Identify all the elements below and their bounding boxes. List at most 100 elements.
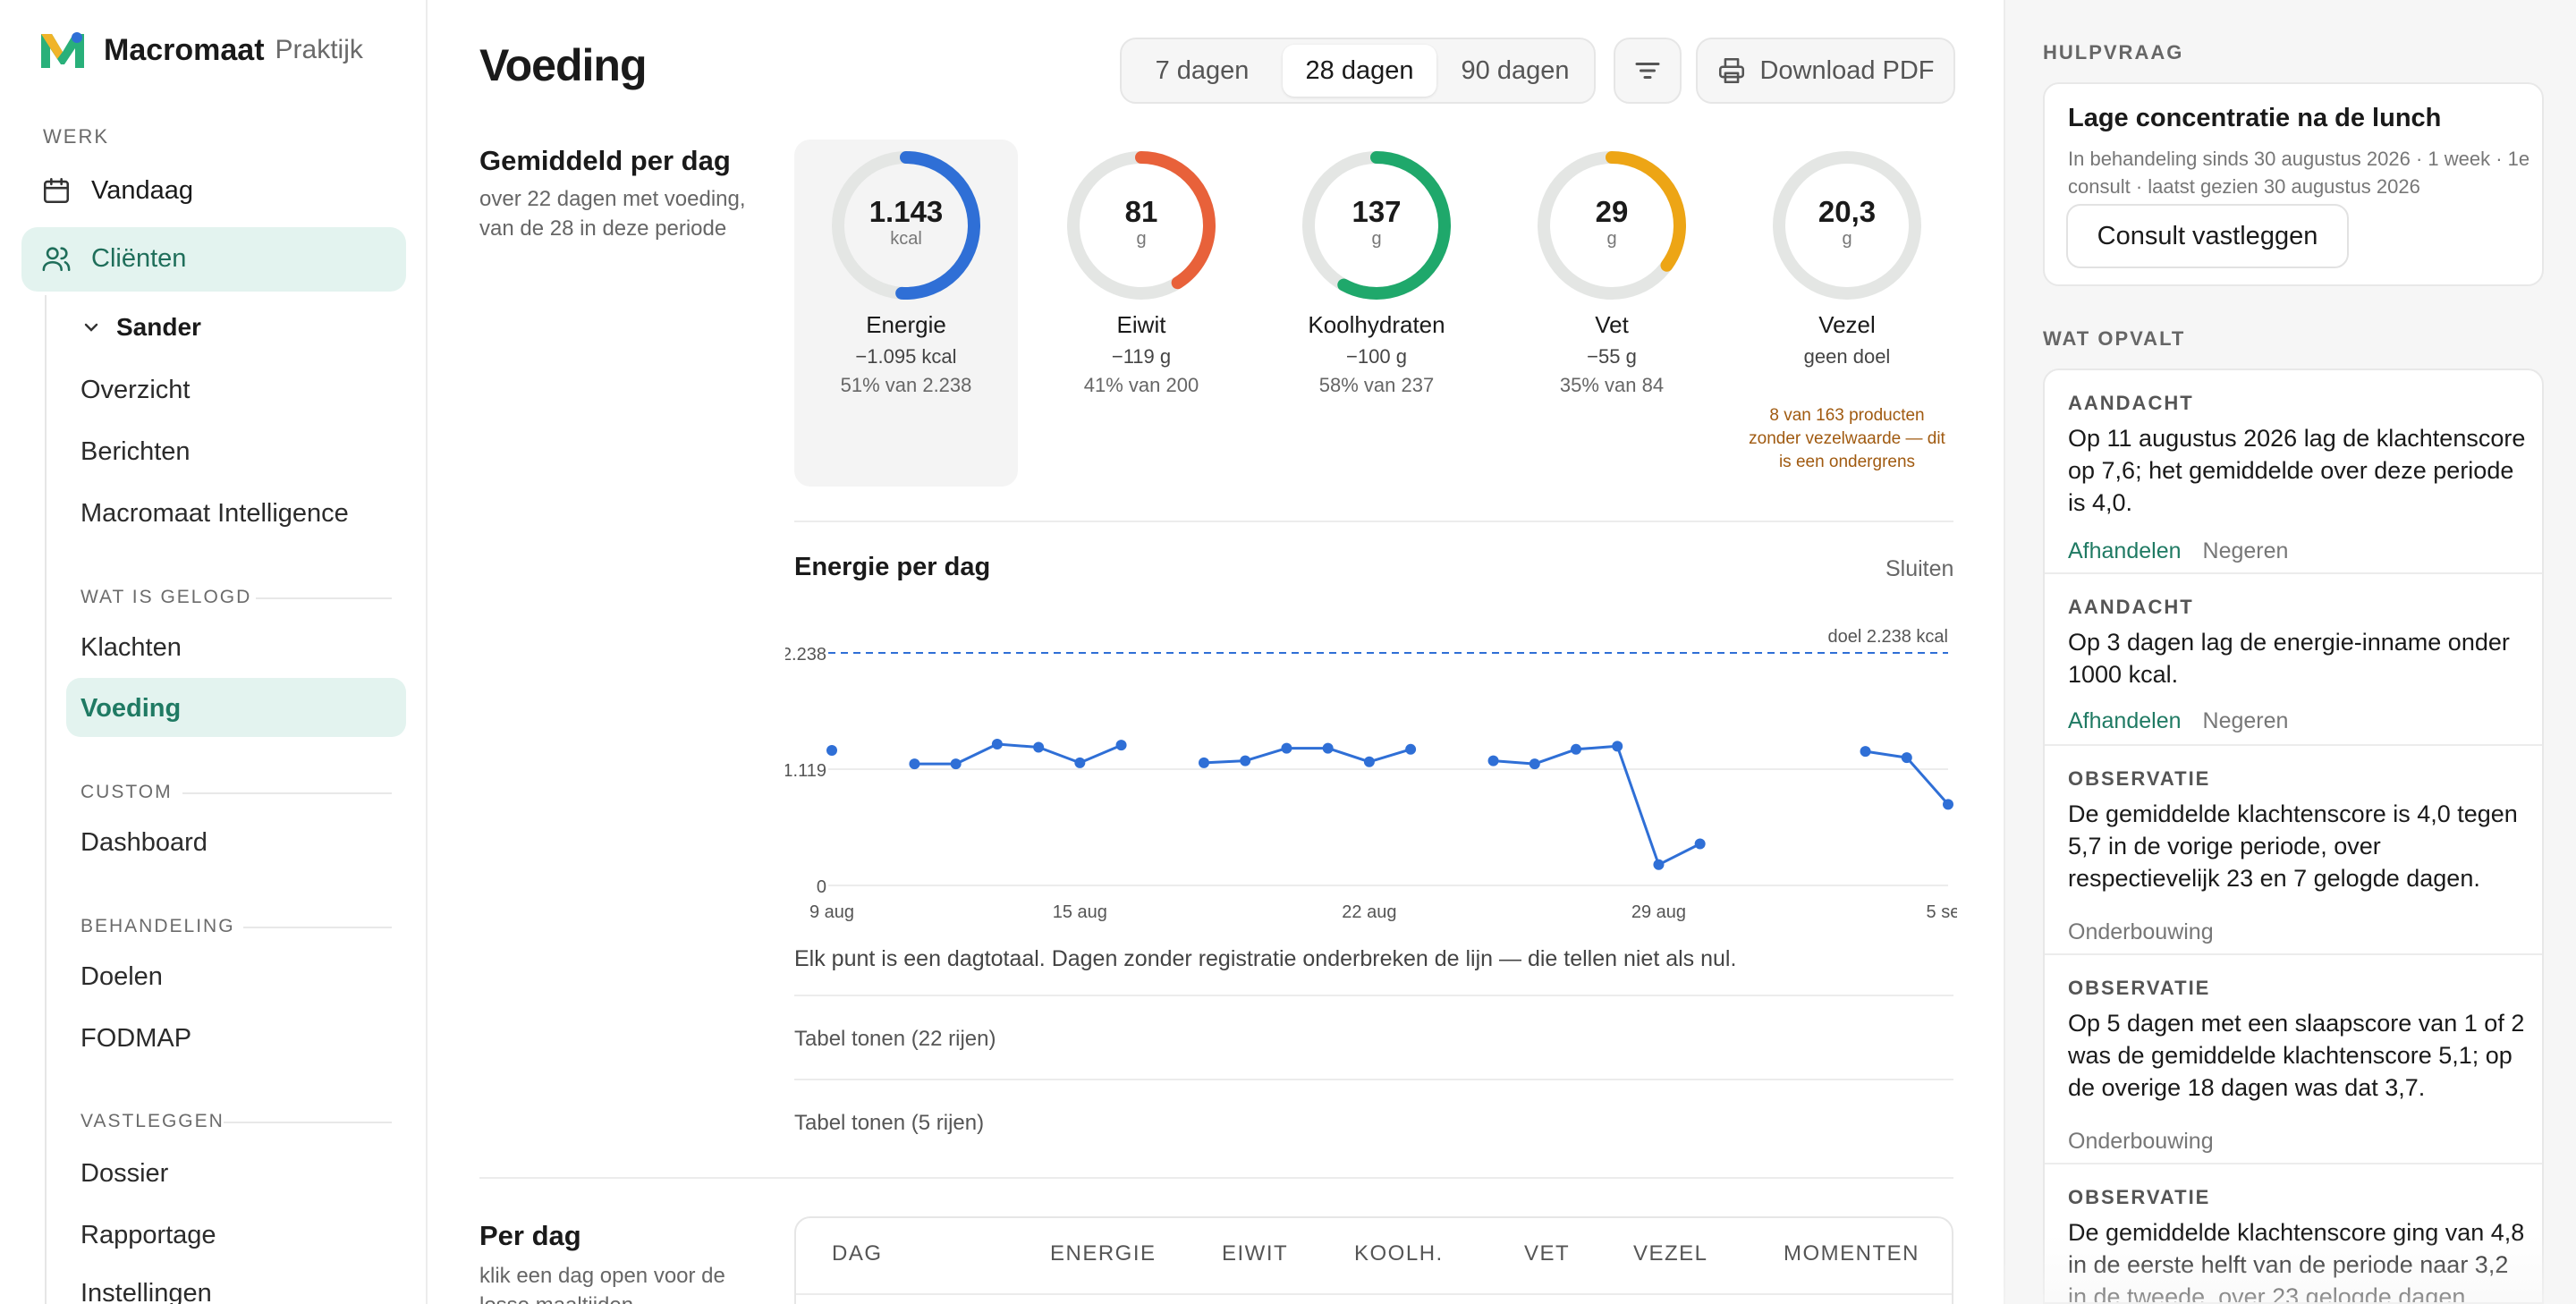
sidebar-item-overzicht[interactable]: Overzicht [80,376,191,404]
goal-label: doel 2.238 kcal [1827,627,1948,647]
sidebar-item-doelen[interactable]: Doelen [80,962,163,991]
help-question-card: Lage concentratie na de lunch In behande… [2043,82,2544,286]
finding-item: AANDACHT Op 3 dagen lag de energie-inname… [2045,574,2542,746]
data-point [1405,743,1417,755]
sidebar-item-berichten[interactable]: Berichten [80,437,191,466]
finding-item: OBSERVATIE De gemiddelde klachtenscore gi… [2045,1164,2542,1302]
macro-difference: −1.095 kcal [855,345,957,368]
x-tick-label: 29 aug [1631,902,1686,922]
brand[interactable]: Macromaat Praktijk [38,29,363,72]
macro-difference: −119 g [1111,345,1172,368]
table-toggle-low-days[interactable]: Tabel tonen (5 rijen) [794,1111,985,1135]
macro-unit: g [1136,229,1147,249]
chart-note: Elk punt is een dagtotaal. Dagen zonder … [794,946,1737,971]
finding-evidence-link[interactable]: Onderbouwing [2068,919,2214,944]
calendar-icon [43,177,70,204]
macro-ring [1302,151,1451,300]
filter-button[interactable] [1614,38,1682,104]
sidebar: Macromaat Praktijk WERK Vandaag Cliënten… [0,0,428,1304]
sidebar-item-macromaat-intelligence[interactable]: Macromaat Intelligence [80,499,349,528]
macro-ring [1067,151,1216,300]
download-pdf-button[interactable]: Download PDF [1696,38,1955,104]
sidebar-item-voeding[interactable]: Voeding [80,694,182,723]
table-toggle-days[interactable]: Tabel tonen (22 rijen) [794,1027,996,1051]
y-tick-label: 2.238 [785,645,826,665]
finding-text: De gemiddelde klachtenscore is 4,0 tegen… [2068,800,2518,892]
macro-card-3[interactable]: 29 g Vet −55 g 35% van 84 [1500,140,1724,487]
finding-ignore-link[interactable]: Negeren [2202,708,2289,733]
energy-chart: 0 1.119 2.238 doel 2.238 kcal 9 aug 15 aug 22 … [785,627,1957,922]
heading-divider [182,792,392,794]
brand-name: Macromaat [104,32,265,67]
macro-ring [1538,151,1686,300]
finding-actions: Onderbouwing [2068,1129,2214,1155]
help-question-title: Lage concentratie na de lunch [2068,104,2442,132]
macro-card-0[interactable]: 1.143 kcal Energie −1.095 kcal 51% van 2.238 [794,140,1018,487]
table-header-vezel[interactable]: VEZEL [1633,1241,1708,1266]
sidebar-active-highlight [21,227,406,292]
sidebar-item-vandaag[interactable]: Vandaag [41,175,193,206]
y-tick-label: 0 [817,877,826,897]
macro-name: Vet [1595,311,1629,338]
data-point [909,758,920,770]
x-tick-label: 9 aug [809,902,854,922]
macro-name: Energie [866,311,946,338]
table-header-momenten[interactable]: MOMENTEN [1784,1241,1919,1266]
log-consult-button[interactable]: Consult vastleggen [2066,204,2349,268]
sidebar-item-instellingen[interactable]: Instellingen [80,1279,212,1304]
client-toggle[interactable]: Sander [80,313,201,342]
sidebar-item-dossier[interactable]: Dossier [80,1159,169,1188]
sidebar-item-rapportage[interactable]: Rapportage [80,1221,216,1249]
brand-subtitle: Praktijk [275,35,363,64]
ring-progress [1067,151,1216,300]
client-tree-line [45,295,47,1304]
data-point [991,739,1003,750]
data-point [1199,757,1209,768]
data-point [1487,755,1499,766]
findings-heading: WAT OPVALT [2043,327,2186,350]
period-option-28[interactable]: 28 dagen [1283,45,1436,97]
data-point [1529,758,1540,770]
printer-icon [1719,57,1745,84]
help-heading: HULPVRAAG [2043,41,2184,64]
table-header-eiwit[interactable]: EIWIT [1222,1241,1289,1266]
series-line [1493,744,1701,867]
macro-difference: geen doel [1803,345,1891,368]
macro-ring [1773,151,1921,300]
macro-percentage: 41% van 200 [1083,374,1199,396]
table-header-energie[interactable]: ENERGIE [1050,1241,1157,1266]
macro-card-4[interactable]: 20,3 g Vezel geen doel 8 van 163 producten z… [1735,140,1959,487]
heading-divider [256,597,392,599]
sidebar-item-dashboard[interactable]: Dashboard [80,828,208,857]
finding-item: OBSERVATIE De gemiddelde klachtenscore is… [2045,746,2542,955]
period-option-90[interactable]: 90 dagen [1461,56,1570,85]
finding-evidence-link[interactable]: Onderbouwing [2068,1129,2214,1154]
sidebar-item-klachten[interactable]: Klachten [80,633,182,662]
divider [794,521,1953,522]
finding-ignore-link[interactable]: Negeren [2202,538,2289,563]
sidebar-item-label: Cliënten [91,243,187,273]
macro-card-2[interactable]: 137 g Koolhydraten −100 g 58% van 237 [1265,140,1488,487]
macro-card-1[interactable]: 81 g Eiwit −119 g 41% van 200 [1030,140,1253,487]
data-point [1860,746,1871,758]
series-line [1203,747,1411,765]
table-header-koolh[interactable]: KOOLH. [1354,1241,1444,1266]
sidebar-item-clienten[interactable]: Cliënten [41,243,186,274]
per-day-title: Per dag [479,1220,581,1251]
macro-value: 1.143 [869,195,944,228]
data-point [1281,742,1292,754]
macromaat-logo-icon [41,32,84,68]
data-point [1115,740,1127,751]
series-line [914,742,1123,766]
finding-resolve-link[interactable]: Afhandelen [2068,538,2182,563]
finding-resolve-link[interactable]: Afhandelen [2068,708,2182,733]
table-header-vet[interactable]: VET [1524,1241,1571,1266]
sidebar-item-fodmap[interactable]: FODMAP [80,1024,192,1053]
help-question-meta: In behandeling sinds 30 augustus 2026 · … [2068,148,2530,198]
table-header-dag[interactable]: DAG [832,1241,883,1266]
page-title: Voeding [479,40,648,90]
filter-icon [1635,63,1660,79]
period-option-7[interactable]: 7 dagen [1155,56,1250,85]
finding-item: OBSERVATIE Op 5 dagen met een slaapscore … [2045,955,2542,1164]
chart-close-link[interactable]: Sluiten [1885,556,1954,581]
